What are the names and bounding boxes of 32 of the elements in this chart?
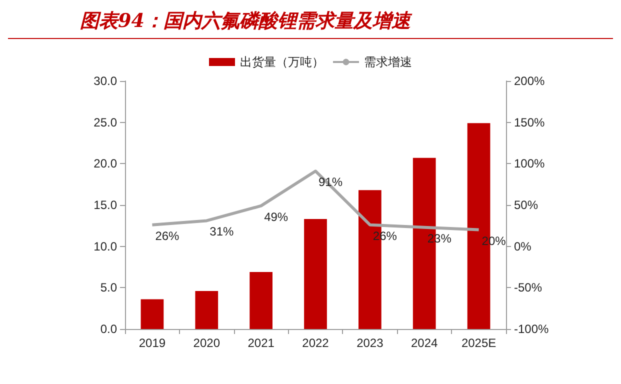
bar — [140, 299, 164, 329]
y-tick-label: 15.0 — [94, 198, 118, 212]
y2-tick-label: 0% — [514, 239, 532, 254]
x-tick-label: 2022 — [302, 336, 330, 350]
y2-tick-label: -100% — [514, 322, 550, 336]
y2-tick-label: 200% — [514, 74, 546, 88]
y2-tick-label: 50% — [514, 198, 538, 212]
chart-title: 图表94：国内六氟磷酸锂需求量及增速 — [8, 0, 613, 39]
x-tick-label: 2019 — [138, 336, 166, 350]
data-label: 91% — [318, 175, 343, 190]
legend-label: 需求增速 — [364, 55, 412, 69]
y-tick-label: 20.0 — [94, 156, 118, 171]
y-tick-label: 30.0 — [94, 74, 118, 88]
legend-label: 出货量（万吨） — [240, 55, 324, 69]
bar — [195, 290, 218, 329]
data-label: 49% — [264, 210, 288, 224]
y-tick-label: 25.0 — [94, 115, 118, 130]
y2-tick-label: -50% — [514, 280, 542, 295]
y2-tick-label: 150% — [514, 115, 546, 130]
y-tick-label: 5.0 — [100, 280, 118, 295]
x-tick-label: 2025E — [461, 336, 496, 350]
x-tick-label: 2020 — [193, 336, 220, 350]
data-label: 31% — [210, 224, 234, 239]
x-tick-label: 2021 — [248, 336, 275, 350]
bar — [304, 219, 327, 329]
y2-tick-label: 100% — [514, 156, 546, 171]
y-tick-label: 0.0 — [100, 322, 118, 336]
x-tick-label: 2023 — [356, 336, 384, 350]
data-label: 26% — [155, 228, 180, 243]
bar — [250, 272, 272, 329]
y-tick-label: 10.0 — [94, 239, 118, 254]
x-tick-label: 2024 — [411, 336, 438, 350]
